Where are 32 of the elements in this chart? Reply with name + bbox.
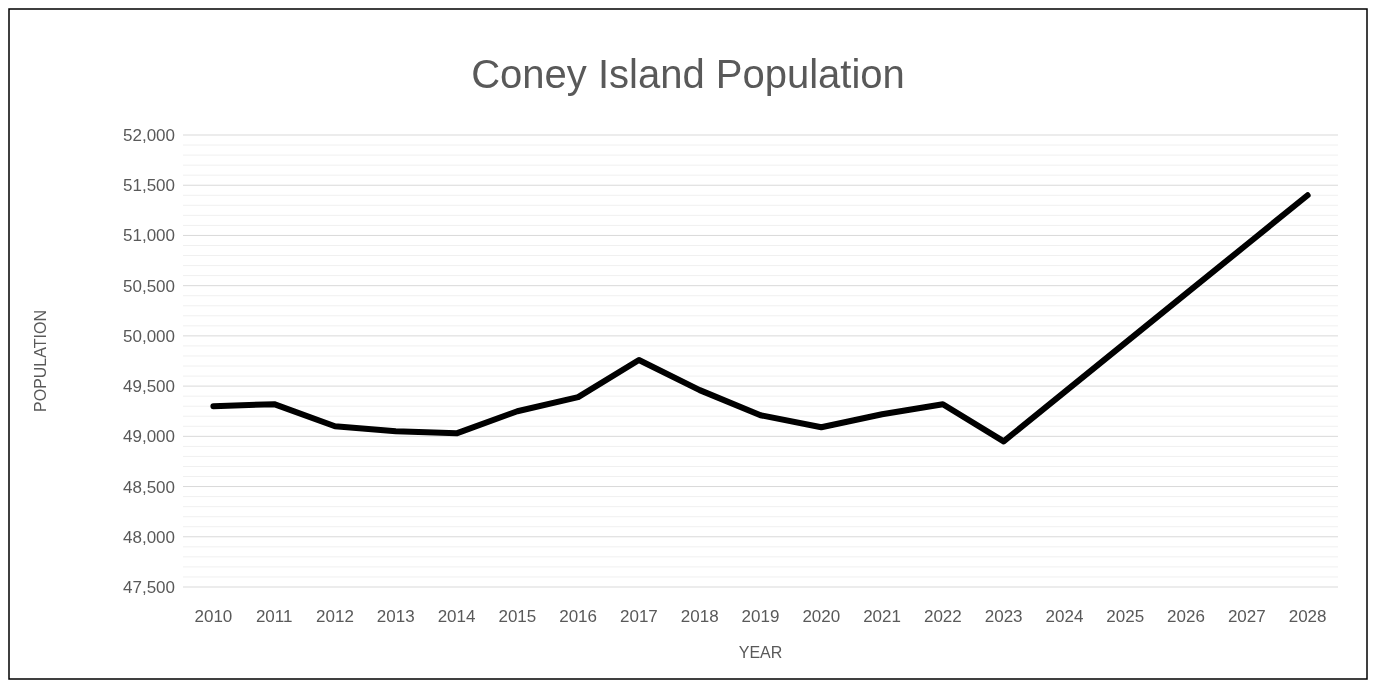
x-tick-label: 2026 bbox=[1167, 607, 1205, 626]
y-tick-label: 52,000 bbox=[123, 125, 175, 145]
y-tick-label: 48,000 bbox=[123, 527, 175, 547]
x-tick-label: 2022 bbox=[923, 607, 962, 626]
y-tick-label: 51,500 bbox=[123, 176, 175, 196]
chart-title: Coney Island Population bbox=[471, 52, 905, 96]
x-tick-label: 2023 bbox=[984, 607, 1023, 626]
x-axis-title: YEAR bbox=[738, 644, 783, 661]
x-tick-label: 2011 bbox=[255, 607, 293, 626]
x-tick-label: 2020 bbox=[802, 607, 841, 626]
y-tick-label: 47,500 bbox=[123, 577, 175, 597]
x-tick-label: 2017 bbox=[620, 607, 658, 626]
y-tick-label: 48,500 bbox=[123, 477, 175, 497]
y-axis-title: POPULATION bbox=[32, 310, 49, 412]
y-tick-label: 50,500 bbox=[123, 276, 175, 296]
x-tick-label: 2027 bbox=[1227, 607, 1266, 626]
x-tick-label: 2016 bbox=[559, 607, 598, 626]
x-tick-label: 2025 bbox=[1106, 607, 1145, 626]
y-tick-label: 49,000 bbox=[123, 427, 175, 447]
y-tick-label: 51,000 bbox=[123, 226, 175, 246]
x-tick-label: 2021 bbox=[863, 607, 901, 626]
x-tick-label: 2012 bbox=[316, 607, 354, 626]
x-tick-label: 2015 bbox=[498, 607, 537, 626]
x-tick-label: 2018 bbox=[680, 607, 719, 626]
y-tick-label: 50,000 bbox=[123, 326, 175, 346]
x-tick-label: 2014 bbox=[437, 607, 476, 626]
x-tick-label: 2010 bbox=[194, 607, 233, 626]
x-tick-label: 2024 bbox=[1045, 607, 1084, 626]
y-tick-label: 49,500 bbox=[123, 377, 175, 397]
x-tick-label: 2013 bbox=[376, 607, 415, 626]
x-tick-label: 2028 bbox=[1288, 607, 1327, 626]
x-tick-label: 2019 bbox=[741, 607, 780, 626]
